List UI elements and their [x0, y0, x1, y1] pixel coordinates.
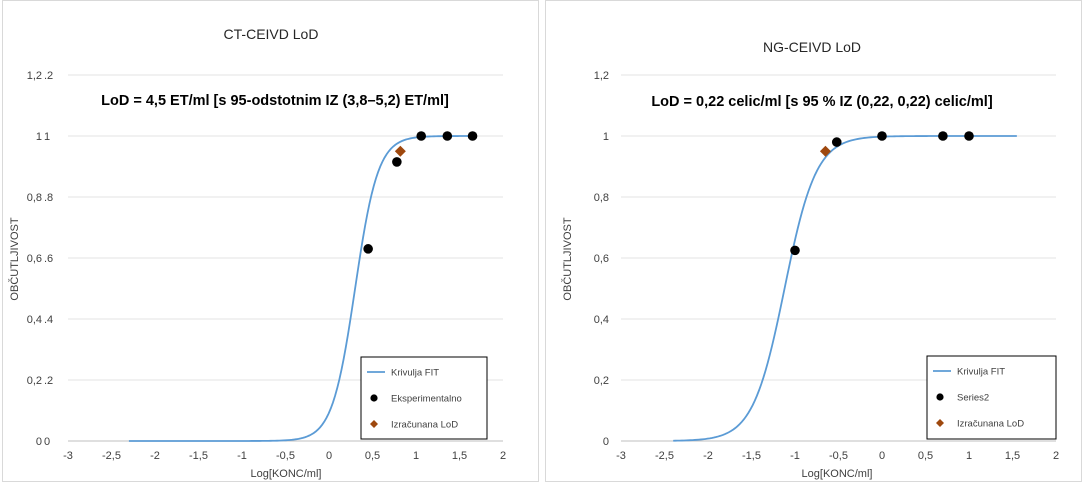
y-tick-label-ghost: .2: [44, 375, 53, 387]
x-tick-label: -1,5: [189, 450, 208, 462]
data-point: [392, 157, 402, 167]
legend-label: Krivulja FIT: [391, 368, 439, 379]
y-tick-label-ghost: .6: [44, 253, 53, 265]
chart-title: NG-CEIVD LoD: [763, 39, 861, 55]
fit-curve-line: [128, 135, 473, 442]
x-tick-label: -2: [150, 450, 160, 462]
chart-ng-svg: NG-CEIVD LoD LoD = 0,22 celic/ml [s 95 %…: [561, 39, 1059, 480]
y-tick-label: 0,2: [27, 375, 42, 387]
x-tick-label: -2,5: [655, 450, 674, 462]
y-tick-label: 1,2: [594, 70, 609, 82]
y-tick-label-ghost: 0: [44, 436, 50, 448]
x-tick-label: 0: [879, 450, 885, 462]
y-tick-label-ghost: .2: [44, 70, 53, 82]
x-tick-label: 0,5: [365, 450, 380, 462]
legend-label: Series2: [957, 393, 989, 404]
x-tick-label: -1: [790, 450, 800, 462]
data-point: [964, 131, 974, 141]
gridlines: [621, 74, 1056, 381]
y-tick-label: 0,8: [594, 192, 609, 204]
x-tick-label: 0: [326, 450, 332, 462]
y-tick-label-ghost: 1: [44, 131, 50, 143]
x-tick-label: 2: [1053, 450, 1059, 462]
chart-title: CT-CEIVD LoD: [224, 26, 319, 42]
legend-label: Eksperimentalno: [391, 394, 462, 405]
lod-annotation: LoD = 4,5 ET/ml [s 95-odstotnim IZ (3,8–…: [101, 93, 449, 109]
y-tick-label: 1: [603, 131, 609, 143]
lod-point: [819, 145, 831, 157]
legend-point-swatch: [936, 393, 944, 401]
x-tick-label: 1: [966, 450, 972, 462]
legend-box: [360, 356, 488, 440]
x-tick-label: -1: [237, 450, 247, 462]
data-point: [938, 131, 948, 141]
x-tick-label: -0,5: [829, 450, 848, 462]
x-axis-label: Log[KONC/ml]: [251, 468, 322, 480]
data-point: [442, 131, 453, 141]
legend: Krivulja FIT Eksperimentalno Izračunana Lo…: [360, 356, 488, 440]
legend-point-swatch: [370, 394, 378, 402]
data-point: [831, 137, 842, 147]
x-tick-label: -1,5: [742, 450, 761, 462]
y-axis-label: OBČUTLJIVOST: [561, 217, 574, 300]
lod-point: [394, 145, 406, 157]
chart-panel-ng: NG-CEIVD LoD LoD = 0,22 celic/ml [s 95 %…: [545, 0, 1082, 482]
x-tick-label: -3: [616, 450, 626, 462]
legend-label: Izračunana LoD: [391, 420, 458, 431]
y-tick-label: 0,2: [594, 375, 609, 387]
data-point: [363, 244, 373, 254]
legend-box: [926, 355, 1057, 440]
data-point: [877, 131, 887, 141]
y-tick-label: 0,6: [594, 253, 609, 265]
chart-panel-ct: CT-CEIVD LoD LoD = 4,5 ET/ml [s 95-odsto…: [2, 0, 539, 482]
legend-label: Krivulja FIT: [957, 367, 1005, 378]
gridlines: [68, 74, 503, 381]
x-axis-label: Log[KONC/ml]: [802, 468, 873, 480]
chart-ct-svg: CT-CEIVD LoD LoD = 4,5 ET/ml [s 95-odsto…: [8, 26, 506, 480]
x-tick-label: -0,5: [276, 450, 295, 462]
data-point: [790, 245, 800, 256]
x-tick-label: 2: [500, 450, 506, 462]
x-tick-label: 1,5: [1005, 450, 1020, 462]
y-tick-label-ghost: .4: [44, 314, 53, 326]
y-tick-label: 0,6: [27, 253, 42, 265]
legend: Krivulja FIT Series2 Izračunana LoD: [926, 355, 1057, 440]
x-tick-label: 1,5: [452, 450, 467, 462]
data-point: [467, 131, 478, 141]
legend-label: Izračunana LoD: [957, 419, 1024, 430]
y-tick-label: 0,8: [27, 192, 42, 204]
y-tick-label: 1: [36, 131, 42, 143]
y-axis-label: OBČUTLJIVOST: [8, 217, 21, 300]
data-point: [416, 131, 427, 141]
y-tick-label: 0: [603, 436, 609, 448]
y-tick-label: 1,2: [27, 70, 42, 82]
legend-diamond-swatch: [370, 420, 378, 428]
x-tick-label: -2,5: [102, 450, 121, 462]
legend-diamond-swatch: [936, 419, 944, 427]
fit-curve-line: [673, 135, 1017, 442]
y-tick-label: 0,4: [27, 314, 42, 326]
lod-annotation: LoD = 0,22 celic/ml [s 95 % IZ (0,22, 0,…: [651, 94, 992, 110]
y-tick-label-ghost: .8: [44, 192, 53, 204]
y-tick-label: 0: [36, 436, 42, 448]
x-tick-label: 1: [413, 450, 419, 462]
x-tick-label: -3: [63, 450, 73, 462]
x-tick-label: -2: [703, 450, 713, 462]
x-tick-label: 0,5: [918, 450, 933, 462]
y-tick-label: 0,4: [594, 314, 609, 326]
